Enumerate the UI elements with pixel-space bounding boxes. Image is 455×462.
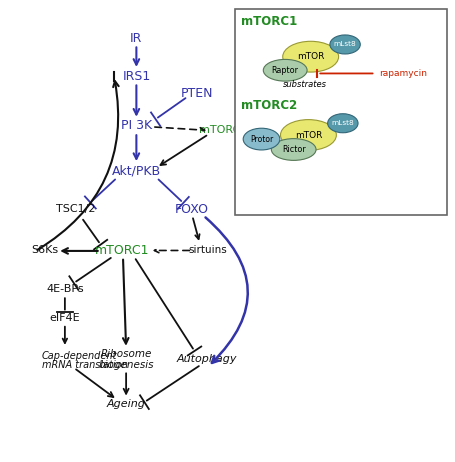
Text: mTOR: mTOR: [294, 130, 321, 140]
Text: Protor: Protor: [249, 134, 273, 144]
Text: mTORC2: mTORC2: [241, 99, 297, 112]
Text: mLst8: mLst8: [331, 120, 354, 126]
Text: mTORC1: mTORC1: [241, 15, 297, 28]
Text: rapamycin: rapamycin: [378, 69, 426, 78]
Text: PI 3K: PI 3K: [121, 120, 152, 133]
Ellipse shape: [327, 114, 357, 133]
Text: Ageing: Ageing: [106, 399, 145, 409]
Ellipse shape: [329, 35, 359, 54]
Ellipse shape: [280, 120, 336, 151]
Ellipse shape: [271, 139, 315, 160]
Text: eIF4E: eIF4E: [50, 313, 80, 323]
Text: mLst8: mLst8: [333, 42, 356, 48]
Text: biogenesis: biogenesis: [98, 359, 153, 370]
Text: mTOR: mTOR: [296, 52, 324, 61]
Text: substrates: substrates: [282, 80, 326, 89]
Text: Ribosome: Ribosome: [100, 349, 152, 359]
Text: FOXO: FOXO: [175, 203, 209, 216]
Text: Raptor: Raptor: [271, 66, 298, 75]
Ellipse shape: [282, 41, 338, 72]
Text: IRS1: IRS1: [122, 70, 150, 83]
Text: Cap-dependent: Cap-dependent: [41, 351, 117, 360]
Text: Rictor: Rictor: [281, 145, 305, 154]
Text: mRNA translation: mRNA translation: [41, 359, 127, 370]
Text: mTORC2: mTORC2: [199, 126, 247, 135]
Text: sirtuins: sirtuins: [188, 245, 227, 255]
Ellipse shape: [243, 128, 279, 150]
Text: 4E-BPs: 4E-BPs: [46, 284, 84, 294]
Text: mTORC1: mTORC1: [95, 244, 149, 257]
Text: S6Ks: S6Ks: [31, 245, 58, 255]
Ellipse shape: [263, 60, 306, 81]
Text: Akt/PKB: Akt/PKB: [111, 165, 161, 178]
Text: IR: IR: [130, 31, 142, 45]
FancyBboxPatch shape: [234, 9, 446, 215]
Text: Autophagy: Autophagy: [177, 354, 237, 364]
Text: PTEN: PTEN: [180, 87, 212, 100]
Text: TSC1/2: TSC1/2: [56, 204, 96, 214]
